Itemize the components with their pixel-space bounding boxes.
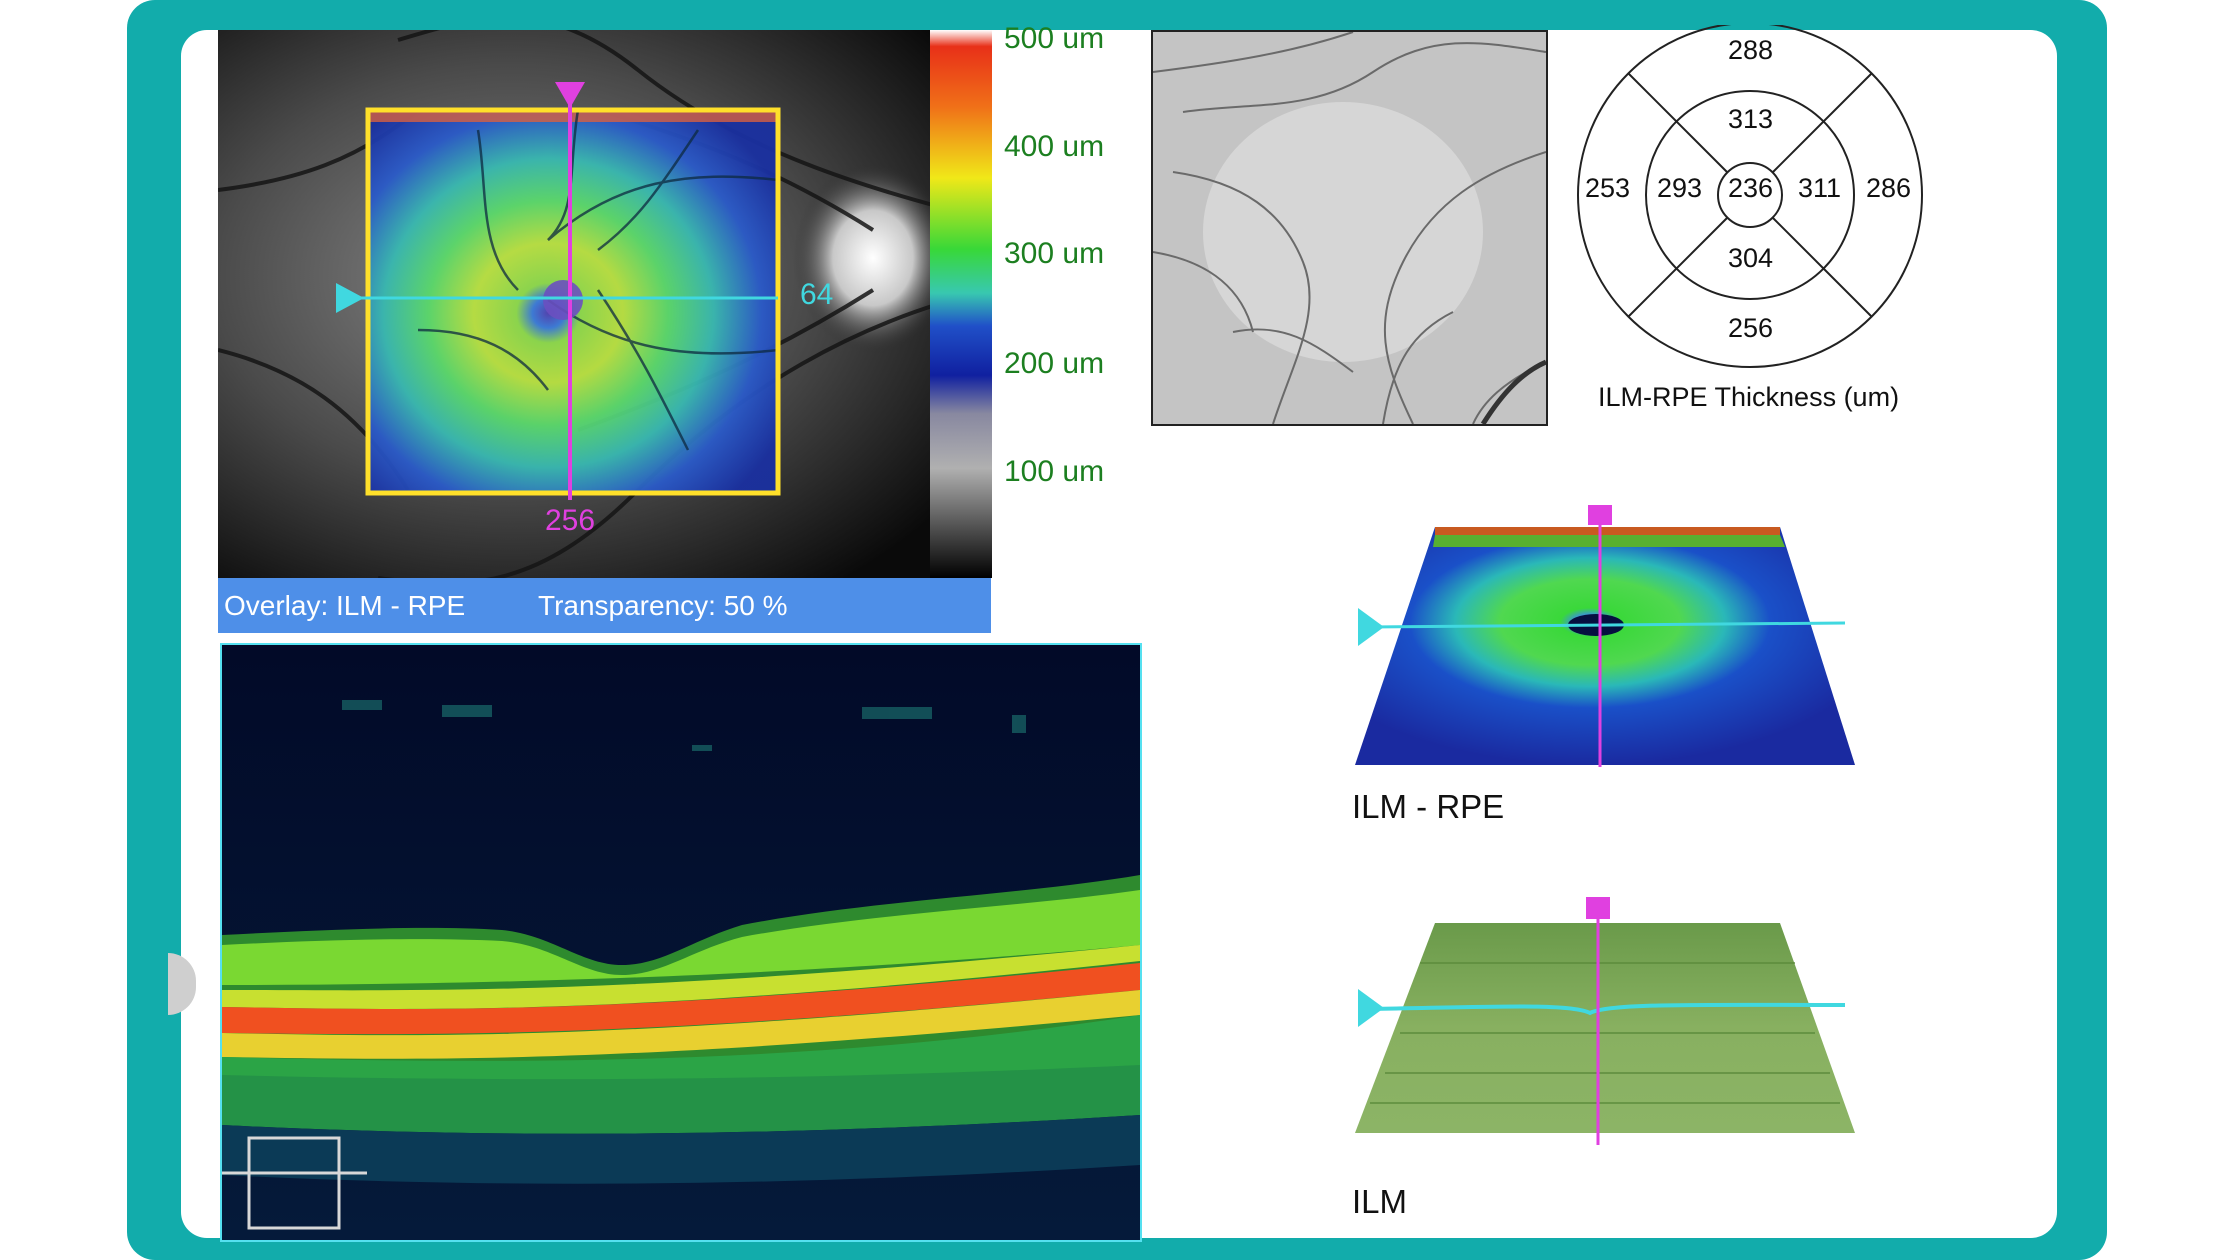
fundus-image[interactable] — [218, 30, 991, 578]
sector-inner-right: 311 — [1798, 173, 1842, 203]
sector-outer-left: 253 — [1585, 173, 1631, 203]
transparency-label: Transparency: 50 % — [538, 590, 788, 621]
ilm-surface-caption: ILM — [1352, 1183, 1408, 1220]
horizontal-position-readout: 64 — [800, 278, 834, 311]
sector-inner-left: 293 — [1657, 173, 1703, 203]
scale-label-500: 500 um — [1004, 22, 1105, 55]
sector-outer-right: 286 — [1866, 173, 1912, 203]
scale-label-200: 200 um — [1004, 347, 1105, 380]
sector-outer-bottom: 256 — [1728, 313, 1774, 343]
ilm-surface-3d[interactable] — [1340, 893, 1870, 1148]
vertical-position-readout: 256 — [545, 504, 596, 537]
oct-bscan-image[interactable] — [220, 643, 1142, 1242]
sector-inner-top: 313 — [1728, 104, 1774, 134]
thickness-map-caption: ILM - RPE — [1352, 788, 1505, 825]
etdrs-thickness-chart — [1570, 25, 1930, 375]
sector-outer-top: 288 — [1728, 35, 1774, 65]
thickness-chart-caption: ILM-RPE Thickness (um) — [1598, 382, 1900, 412]
scale-label-300: 300 um — [1004, 237, 1105, 270]
overlay-label: Overlay: ILM - RPE — [224, 590, 466, 621]
scale-label-100: 100 um — [1004, 455, 1105, 488]
thickness-color-scale — [930, 30, 992, 578]
thickness-map-3d[interactable] — [1340, 505, 1870, 775]
overlay-status-bar: Overlay: ILM - RPE Transparency: 50 % — [218, 578, 991, 633]
sector-inner-bottom: 304 — [1728, 243, 1774, 273]
enface-slo-image[interactable] — [1151, 30, 1548, 426]
scale-label-400: 400 um — [1004, 130, 1105, 163]
sector-center: 236 — [1728, 173, 1774, 203]
